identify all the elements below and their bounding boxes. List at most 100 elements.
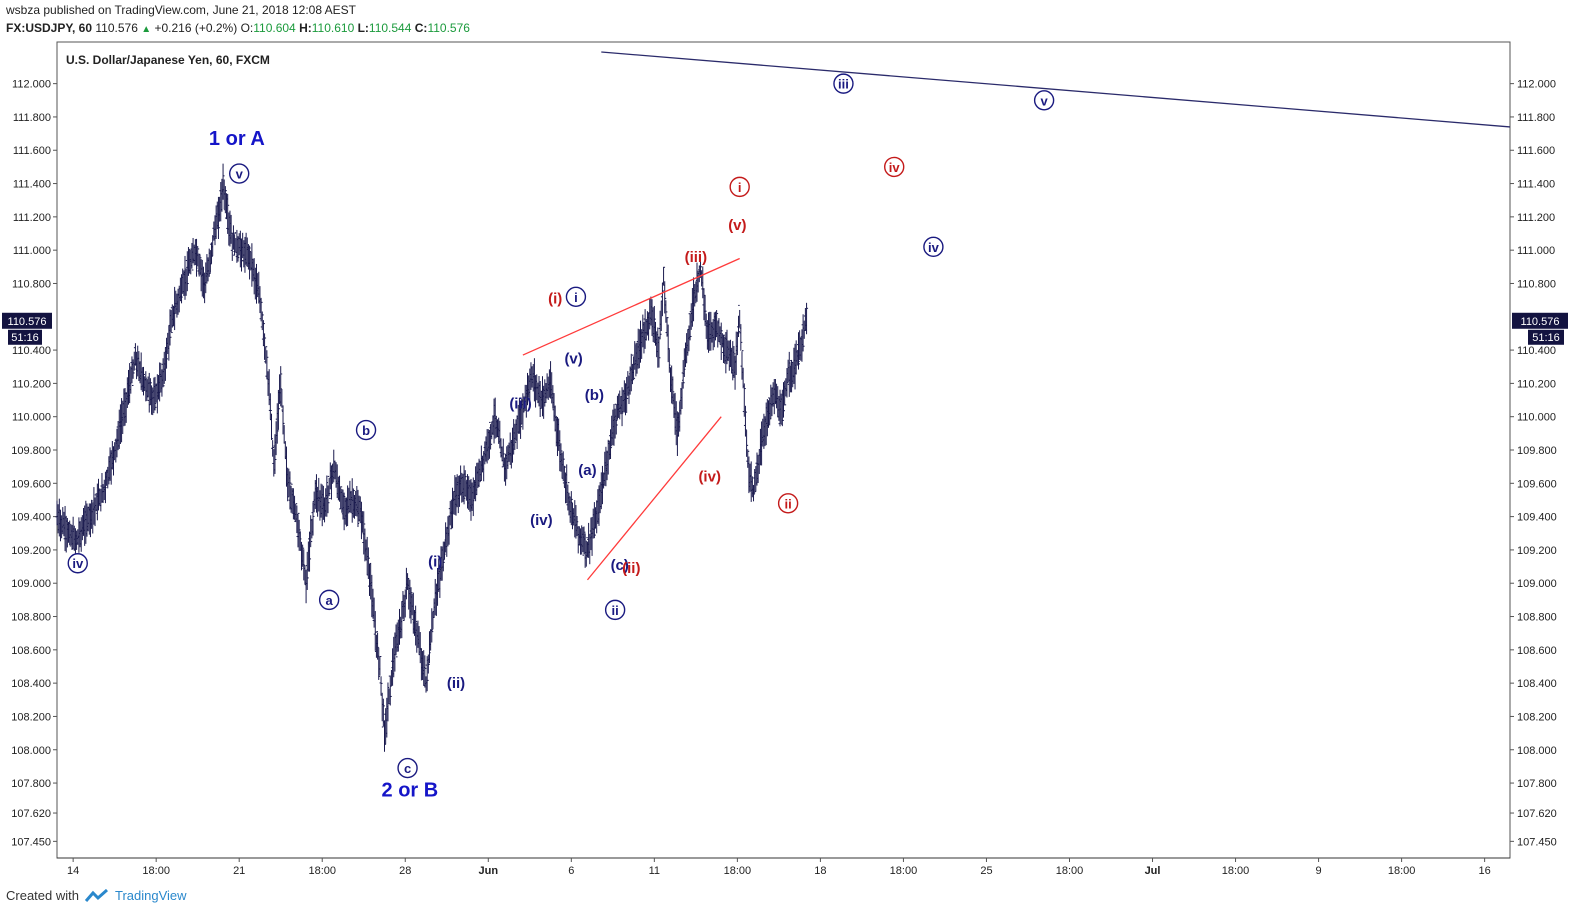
x-tick-label: 16 — [1479, 865, 1491, 877]
y-tick-label-right: 112.000 — [1517, 79, 1556, 91]
wave-circle-marker — [565, 286, 587, 307]
y-tick-label-right: 108.200 — [1517, 711, 1557, 723]
wave-circle-marker — [229, 163, 250, 184]
wave-circle-marker — [397, 757, 418, 779]
y-tick-label-right: 109.400 — [1517, 512, 1557, 524]
y-tick-label-left: 110.200 — [12, 378, 51, 390]
wave-label-red: (v) — [728, 217, 746, 234]
wave-circle-marker — [833, 73, 854, 94]
last-price: 110.576 — [95, 21, 138, 35]
y-tick-label-left: 107.620 — [11, 808, 51, 820]
y-tick-label-right: 107.800 — [1517, 778, 1557, 790]
x-tick-label: 18:00 — [142, 865, 170, 877]
wave-label: (v) — [564, 350, 582, 367]
y-tick-label-left: 110.000 — [12, 412, 51, 424]
open-label: O: — [240, 21, 254, 35]
publish-info: wsbza published on TradingView.com, June… — [6, 3, 357, 17]
wave-label-red: (iii) — [685, 249, 708, 266]
trend-line-red — [586, 416, 722, 581]
x-tick-label: Jun — [479, 865, 499, 877]
trend-line-navy — [601, 51, 1511, 128]
wave-label: (iv) — [530, 512, 553, 529]
y-tick-label-right: 108.000 — [1517, 745, 1557, 757]
price-tag-left — [2, 312, 52, 329]
wave-circle-label: v — [1041, 93, 1049, 108]
wave-circle-marker — [318, 589, 340, 611]
y-tick-label-left: 108.400 — [11, 678, 51, 690]
price-tag-value-right: 110.576 — [1521, 316, 1560, 328]
wave-label-major: 1 or A — [209, 128, 265, 150]
y-tick-label-left: 110.800 — [12, 278, 51, 290]
y-tick-label-right: 110.200 — [1517, 378, 1556, 390]
y-tick-label-left: 108.600 — [11, 645, 51, 657]
y-tick-label-right: 108.400 — [1517, 678, 1557, 690]
wave-circle-label: ii — [612, 603, 619, 618]
price-tag-value-left: 110.576 — [8, 316, 47, 328]
x-tick-label: 14 — [67, 865, 79, 877]
y-tick-label-right: 111.200 — [1517, 212, 1555, 224]
y-tick-label-right: 111.800 — [1517, 112, 1555, 124]
x-tick-label: 18:00 — [890, 865, 918, 877]
wave-circle-label: iv — [889, 160, 901, 175]
wave-circle-label: i — [574, 290, 578, 305]
y-tick-label-left: 110.400 — [12, 345, 51, 357]
y-tick-label-left: 108.000 — [11, 745, 51, 757]
wave-circle-label: ii — [784, 496, 791, 511]
y-tick-label-left: 111.400 — [13, 179, 51, 191]
y-tick-label-left: 109.200 — [11, 545, 51, 557]
symbol-info-bar: FX:USDJPY, 60 110.576 ▲ +0.216 (+0.2%) O… — [6, 21, 470, 35]
y-tick-label-left: 111.200 — [13, 212, 51, 224]
x-tick-label: 21 — [233, 865, 245, 877]
tradingview-link[interactable]: TradingView — [114, 888, 187, 903]
y-tick-label-right: 110.000 — [1517, 412, 1556, 424]
wave-circle-marker — [1033, 90, 1055, 111]
x-tick-label: 11 — [649, 865, 660, 877]
wave-label-major: 2 or B — [382, 779, 439, 801]
y-tick-label-right: 109.200 — [1517, 545, 1557, 557]
y-tick-label-left: 109.800 — [11, 445, 51, 457]
wave-label: (iii) — [509, 395, 532, 412]
y-tick-label-right: 109.800 — [1517, 445, 1557, 457]
y-tick-label-right: 107.620 — [1517, 808, 1557, 820]
low-value: 110.544 — [368, 21, 412, 35]
y-tick-label-right: 108.800 — [1517, 612, 1557, 624]
y-tick-label-left: 107.450 — [11, 836, 51, 848]
y-tick-label-right: 110.400 — [1517, 345, 1556, 357]
x-tick-label: Jul — [1145, 865, 1161, 877]
wave-circle-marker — [777, 493, 799, 514]
wave-label: (c) — [611, 557, 629, 574]
y-tick-label-right: 110.800 — [1517, 278, 1556, 290]
price-bars — [55, 163, 809, 752]
wave-label-red: (i) — [548, 290, 562, 307]
open-value: 110.604 — [253, 21, 296, 35]
x-tick-label: 18:00 — [724, 865, 752, 877]
countdown-tag-left — [8, 329, 42, 345]
y-tick-label-left: 111.000 — [13, 245, 51, 257]
wave-label: (a) — [578, 462, 596, 479]
wave-label: (i) — [428, 554, 442, 571]
wave-circle-marker — [884, 156, 905, 178]
symbol-name: FX:USDJPY, 60 — [6, 21, 93, 35]
y-tick-label-right: 109.000 — [1517, 578, 1557, 590]
wave-circle-label: a — [326, 593, 334, 608]
y-tick-label-left: 108.800 — [11, 612, 51, 624]
wave-circle-marker — [923, 236, 944, 258]
low-label: L: — [357, 21, 369, 35]
x-tick-label: 18:00 — [1388, 865, 1416, 877]
wave-circle-label: b — [362, 423, 370, 438]
wave-circle-marker — [67, 553, 88, 574]
wave-circle-label: c — [404, 761, 411, 776]
x-tick-label: 28 — [399, 865, 411, 877]
price-tag-right — [1512, 312, 1568, 329]
y-tick-label-right: 107.450 — [1517, 836, 1557, 848]
x-tick-label: 18:00 — [308, 865, 336, 877]
wave-circle-label: iii — [838, 77, 849, 92]
footer: Created with TradingView — [6, 888, 187, 903]
trend-line-red — [522, 257, 740, 356]
y-tick-label-left: 109.600 — [11, 478, 51, 490]
wave-circle-label: iv — [72, 556, 84, 571]
wave-label-red: (iv) — [698, 469, 721, 486]
chart-title: U.S. Dollar/Japanese Yen, 60, FXCM — [66, 53, 270, 67]
